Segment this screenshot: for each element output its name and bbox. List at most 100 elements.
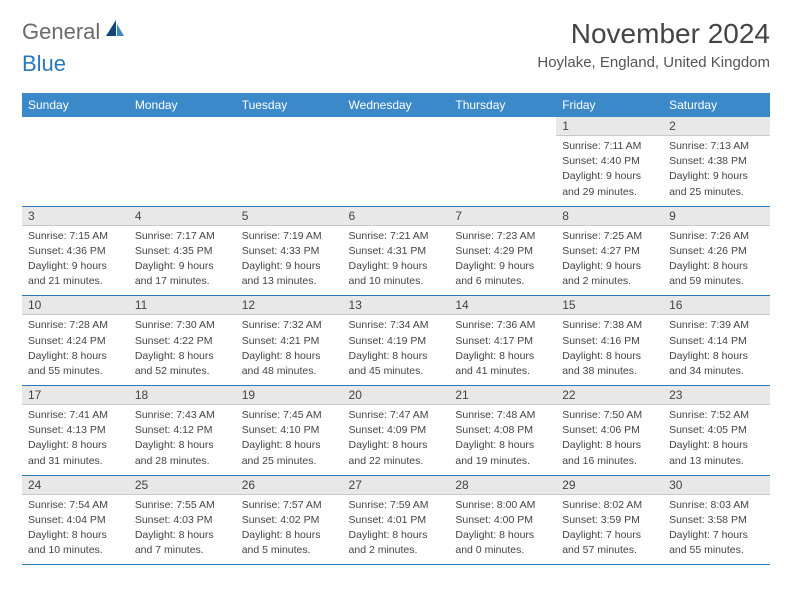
daylight1-label: Daylight: 8 hours [242, 438, 337, 452]
day-details: Sunrise: 7:43 AMSunset: 4:12 PMDaylight:… [129, 405, 236, 475]
day-cell: 14 Sunrise: 7:36 AM Sunset: 4:17 PMDayligh… [449, 296, 556, 386]
daylight2-label: and 0 minutes. [455, 543, 550, 557]
sail-icon [104, 18, 126, 45]
day-details: Sunrise: 7:52 AMSunset: 4:05 PMDaylight:… [663, 405, 770, 475]
daylight1-label: Daylight: 8 hours [242, 349, 337, 363]
daylight1-label: Daylight: 8 hours [669, 349, 764, 363]
location-label: Hoylake, England, United Kingdom [537, 54, 770, 71]
day-number: 20 [343, 386, 450, 405]
daylight2-label: and 29 minutes. [562, 185, 657, 199]
daylight1-label: Daylight: 8 hours [669, 259, 764, 273]
week-row: 10Sunrise: 7:28 AMSunset: 4:24 PMDayligh… [22, 296, 770, 386]
sunrise-label: Sunrise: 7:36 AM [455, 318, 550, 332]
day-details: Sunrise: 7:39 AMSunset: 4:14 PMDaylight:… [663, 315, 770, 385]
daylight2-label: and 21 minutes. [28, 274, 123, 288]
daylight1-label: Daylight: 8 hours [135, 349, 230, 363]
daylight2-label: and 34 minutes. [669, 364, 764, 378]
day-number: 8 [556, 207, 663, 226]
week-row: 17Sunrise: 7:41 AMSunset: 4:13 PMDayligh… [22, 386, 770, 476]
day-details: Sunrise: 7:15 AMSunset: 4:36 PMDaylight:… [22, 226, 129, 296]
dayhead-tuesday: Tuesday [236, 93, 343, 117]
sunrise-label: Sunrise: 7:30 AM [135, 318, 230, 332]
sunrise-label: Sunrise: 7:45 AM [242, 408, 337, 422]
sunset-label: Sunset: 4:22 PM [135, 334, 230, 348]
daylight1-label: Daylight: 8 hours [349, 349, 444, 363]
sunrise-label: Sunrise: 7:32 AM [242, 318, 337, 332]
day-cell: 19Sunrise: 7:45 AMSunset: 4:10 PMDayligh… [236, 386, 343, 476]
daylight2-label: and 10 minutes. [349, 274, 444, 288]
daylight2-label: and 57 minutes. [562, 543, 657, 557]
day-cell [343, 117, 450, 206]
sunrise-label: Sunrise: 7:43 AM [135, 408, 230, 422]
sunset-label: Sunset: 4:13 PM [28, 423, 123, 437]
day-number: 7 [449, 207, 556, 226]
daylight1-label: Daylight: 8 hours [349, 528, 444, 542]
daylight1-label: Daylight: 8 hours [669, 438, 764, 452]
daylight2-label: and 13 minutes. [242, 274, 337, 288]
sunrise-label: Sunrise: 7:26 AM [669, 229, 764, 243]
daylight2-label: and 41 minutes. [455, 364, 550, 378]
day-cell: 21Sunrise: 7:48 AMSunset: 4:08 PMDayligh… [449, 386, 556, 476]
daylight2-label: and 17 minutes. [135, 274, 230, 288]
sunrise-label: Sunrise: 8:02 AM [562, 498, 657, 512]
day-number: 14 [449, 296, 556, 315]
dayhead-monday: Monday [129, 93, 236, 117]
daylight2-label: and 5 minutes. [242, 543, 337, 557]
day-details: Sunrise: 7:11 AMSunset: 4:40 PMDaylight:… [556, 136, 663, 206]
daylight1-label: Daylight: 8 hours [455, 349, 550, 363]
day-cell: 24Sunrise: 7:54 AMSunset: 4:04 PMDayligh… [22, 475, 129, 565]
sunrise-label: Sunrise: 8:00 AM [455, 498, 550, 512]
day-cell: 12Sunrise: 7:32 AMSunset: 4:21 PMDayligh… [236, 296, 343, 386]
day-cell: 7Sunrise: 7:23 AMSunset: 4:29 PMDaylight… [449, 206, 556, 296]
day-details: Sunrise: 7:25 AMSunset: 4:27 PMDaylight:… [556, 226, 663, 296]
sunrise-label: Sunrise: 7:59 AM [349, 498, 444, 512]
dayhead-saturday: Saturday [663, 93, 770, 117]
day-details: Sunrise: 7:19 AMSunset: 4:33 PMDaylight:… [236, 226, 343, 296]
day-number: 23 [663, 386, 770, 405]
day-number: 18 [129, 386, 236, 405]
day-number: 13 [343, 296, 450, 315]
daylight1-label: Daylight: 8 hours [28, 528, 123, 542]
sunrise-label: Sunrise: 7:13 AM [669, 139, 764, 153]
day-number: 10 [22, 296, 129, 315]
day-details: Sunrise: 7:26 AMSunset: 4:26 PMDaylight:… [663, 226, 770, 296]
day-number: 5 [236, 207, 343, 226]
day-cell: 1Sunrise: 7:11 AMSunset: 4:40 PMDaylight… [556, 117, 663, 206]
daylight2-label: and 31 minutes. [28, 454, 123, 468]
daylight2-label: and 6 minutes. [455, 274, 550, 288]
day-cell [236, 117, 343, 206]
sunrise-label: Sunrise: 7:38 AM [562, 318, 657, 332]
week-row: 1Sunrise: 7:11 AMSunset: 4:40 PMDaylight… [22, 117, 770, 206]
sunset-label: Sunset: 4:17 PM [455, 334, 550, 348]
daylight1-label: Daylight: 9 hours [562, 169, 657, 183]
sunrise-label: Sunrise: 7:23 AM [455, 229, 550, 243]
calendar-body: 1Sunrise: 7:11 AMSunset: 4:40 PMDaylight… [22, 117, 770, 565]
day-cell: 22Sunrise: 7:50 AMSunset: 4:06 PMDayligh… [556, 386, 663, 476]
sunrise-label: Sunrise: 7:48 AM [455, 408, 550, 422]
sunrise-label: Sunrise: 7:28 AM [28, 318, 123, 332]
daylight2-label: and 13 minutes. [669, 454, 764, 468]
sunrise-label: Sunrise: 7:19 AM [242, 229, 337, 243]
sunset-label: Sunset: 4:01 PM [349, 513, 444, 527]
day-details: Sunrise: 8:03 AMSunset: 3:58 PMDaylight:… [663, 495, 770, 565]
day-details: Sunrise: 7:55 AMSunset: 4:03 PMDaylight:… [129, 495, 236, 565]
day-number: 1 [556, 117, 663, 136]
sunset-label: Sunset: 4:12 PM [135, 423, 230, 437]
sunset-label: Sunset: 4:27 PM [562, 244, 657, 258]
day-cell: 20Sunrise: 7:47 AMSunset: 4:09 PMDayligh… [343, 386, 450, 476]
day-details: Sunrise: 7:57 AMSunset: 4:02 PMDaylight:… [236, 495, 343, 565]
day-number: 16 [663, 296, 770, 315]
sunrise-label: Sunrise: 7:41 AM [28, 408, 123, 422]
day-cell: 26Sunrise: 7:57 AMSunset: 4:02 PMDayligh… [236, 475, 343, 565]
day-cell: 11Sunrise: 7:30 AMSunset: 4:22 PMDayligh… [129, 296, 236, 386]
sunrise-label: Sunrise: 8:03 AM [669, 498, 764, 512]
day-cell: 28Sunrise: 8:00 AMSunset: 4:00 PMDayligh… [449, 475, 556, 565]
daylight1-label: Daylight: 9 hours [135, 259, 230, 273]
dayhead-wednesday: Wednesday [343, 93, 450, 117]
day-cell: 17Sunrise: 7:41 AMSunset: 4:13 PMDayligh… [22, 386, 129, 476]
day-details: Sunrise: 7:45 AMSunset: 4:10 PMDaylight:… [236, 405, 343, 475]
sunset-label: Sunset: 4:21 PM [242, 334, 337, 348]
day-details: Sunrise: 7:59 AMSunset: 4:01 PMDaylight:… [343, 495, 450, 565]
sunrise-label: Sunrise: 7:47 AM [349, 408, 444, 422]
daylight1-label: Daylight: 8 hours [455, 528, 550, 542]
